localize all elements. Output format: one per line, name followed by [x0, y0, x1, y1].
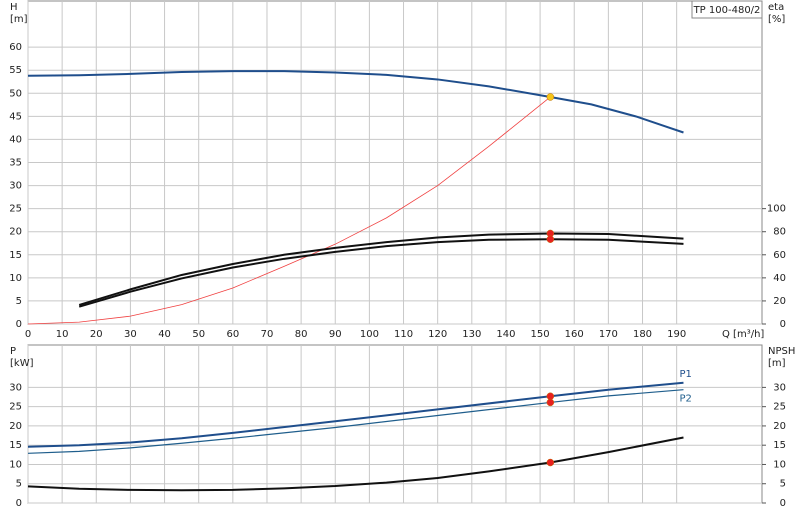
y-tick-label: 10 [9, 459, 22, 470]
x-tick-label: 50 [192, 329, 205, 340]
y2-tick-label: 60 [773, 250, 786, 261]
x-tick-label: 140 [496, 329, 515, 340]
y-axis-unit: [kW] [10, 358, 34, 369]
y-tick-label: 30 [9, 382, 22, 393]
series-line [78, 232, 684, 306]
legend-text: TP 100-480/2 [693, 5, 761, 16]
y2-tick-label: 20 [773, 421, 786, 432]
x-tick-label: 120 [428, 329, 447, 340]
x-tick-label: 40 [158, 329, 171, 340]
y-tick-label: 25 [9, 402, 22, 413]
y-tick-label: 45 [9, 111, 22, 122]
x-tick-label: 130 [462, 329, 481, 340]
duty-point [546, 458, 555, 467]
y2-axis-label: NPSH [768, 346, 795, 357]
series-line [27, 70, 684, 134]
y-tick-label: 10 [9, 273, 22, 284]
series-line [78, 238, 684, 308]
y2-tick-label: 20 [773, 296, 786, 307]
x-tick-label: 20 [90, 329, 103, 340]
y2-axis-label: eta [768, 2, 784, 13]
y-tick-label: 25 [9, 204, 22, 215]
y-tick-label: 20 [9, 421, 22, 432]
y2-tick-label: 80 [773, 227, 786, 238]
duty-point [546, 93, 555, 101]
x-tick-label: 150 [531, 329, 550, 340]
y2-tick-label: 40 [773, 273, 786, 284]
x-tick-label: 60 [226, 329, 239, 340]
plot-frame [27, 344, 763, 504]
x-tick-label: 30 [124, 329, 137, 340]
y2-tick-label: 15 [773, 440, 786, 451]
x-tick-label: 90 [329, 329, 342, 340]
y-tick-label: 15 [9, 250, 22, 261]
y2-axis-unit: [%] [768, 14, 785, 25]
series-label: P1 [679, 369, 691, 380]
y2-tick-label: 25 [773, 402, 786, 413]
y2-tick-label: 100 [767, 204, 786, 215]
x-tick-label: 100 [360, 329, 379, 340]
y2-axis-unit: [m] [768, 358, 786, 369]
y-axis-label: H [10, 2, 18, 13]
series-line [27, 389, 684, 454]
duty-point [546, 398, 555, 407]
y2-tick-label: 0 [780, 319, 786, 330]
y-tick-label: 5 [16, 296, 22, 307]
y-tick-label: 35 [9, 158, 22, 169]
x-tick-label: 180 [633, 329, 652, 340]
x-tick-label: 190 [667, 329, 686, 340]
series-line [27, 96, 551, 325]
y-tick-label: 30 [9, 181, 22, 192]
y-tick-label: 40 [9, 134, 22, 145]
series-line [27, 381, 684, 448]
x-tick-label: 160 [565, 329, 584, 340]
x-tick-label: 10 [56, 329, 69, 340]
x-tick-label: 0 [25, 329, 31, 340]
y-tick-label: 5 [16, 479, 22, 490]
series-label: P2 [679, 394, 691, 405]
x-tick-label: 70 [261, 329, 274, 340]
y-tick-label: 50 [9, 88, 22, 99]
y-axis-label: P [10, 346, 16, 357]
y-tick-label: 20 [9, 227, 22, 238]
y-tick-label: 15 [9, 440, 22, 451]
x-tick-label: 80 [295, 329, 308, 340]
y-tick-label: 55 [9, 65, 22, 76]
x-tick-label: 110 [394, 329, 413, 340]
legend-box [691, 0, 763, 19]
x-axis-label: Q [m³/h] [722, 329, 764, 340]
y2-tick-label: 10 [773, 459, 786, 470]
y2-tick-label: 30 [773, 382, 786, 393]
y2-tick-label: 5 [780, 479, 786, 490]
y2-tick-label: 0 [780, 498, 786, 509]
x-tick-label: 170 [599, 329, 618, 340]
y-axis-unit: [m] [10, 14, 28, 25]
y-tick-label: 0 [16, 319, 22, 330]
y-tick-label: 60 [9, 42, 22, 53]
duty-point [546, 235, 555, 243]
y-tick-label: 0 [16, 498, 22, 509]
